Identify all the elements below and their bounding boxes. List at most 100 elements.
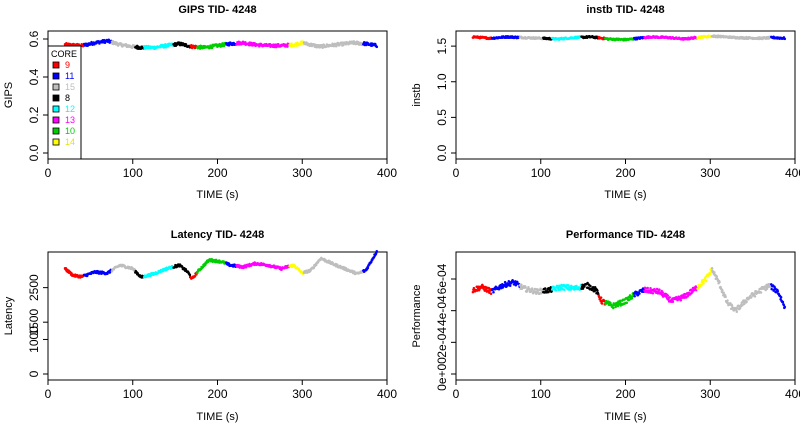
data-point <box>694 285 698 288</box>
data-point <box>749 296 753 299</box>
chart-title: instb TID- 4248 <box>586 4 664 16</box>
data-point <box>353 270 356 273</box>
x-tick-label: 200 <box>207 166 227 180</box>
chart-title: GIPS TID- 4248 <box>178 4 256 16</box>
chart-title: Latency TID- 4248 <box>171 229 265 241</box>
data-point <box>600 302 604 305</box>
legend-entry: 10 <box>65 126 75 136</box>
data-point <box>193 275 197 278</box>
data-point <box>738 307 742 310</box>
data-point <box>722 291 725 295</box>
y-tick-label: 0.4 <box>27 68 41 85</box>
data-point <box>783 305 787 309</box>
data-point <box>649 286 652 290</box>
data-point <box>753 295 757 298</box>
chart-panel-2: instb TID- 4248 0 100 200 300 400 TIME (s) 0.0 0… <box>411 4 800 201</box>
data-point <box>488 291 491 294</box>
x-tick-label: 100 <box>123 387 143 401</box>
y-tick-label: 6e-04 <box>435 263 449 294</box>
x-tick-label: 400 <box>377 387 397 401</box>
data-point <box>658 288 661 291</box>
data-point <box>530 287 534 290</box>
legend-swatch <box>52 61 60 69</box>
data-point <box>618 299 622 302</box>
data-point <box>656 292 660 295</box>
y-tick-label: 4e-04 <box>435 295 449 326</box>
data-point <box>702 281 705 285</box>
data-point <box>188 273 192 277</box>
data-point <box>321 46 324 49</box>
data-point <box>625 301 629 304</box>
data-point <box>583 285 586 288</box>
data-point <box>599 296 603 299</box>
y-tick-label: 0.2 <box>27 106 41 123</box>
legend-swatch <box>52 72 60 80</box>
data-points <box>63 249 379 280</box>
x-tick-label: 400 <box>377 166 397 180</box>
data-point <box>745 300 748 303</box>
data-point <box>666 294 670 297</box>
data-point <box>527 285 530 289</box>
legend-entry: 14 <box>65 137 75 147</box>
data-point <box>710 266 714 270</box>
y-tick-label: 0.0 <box>27 144 41 161</box>
x-tick-label: 400 <box>785 166 800 180</box>
data-point <box>724 295 727 299</box>
plot-frame <box>47 30 388 160</box>
legend-entry: 12 <box>65 104 75 114</box>
data-point <box>536 288 540 292</box>
data-point <box>198 47 202 50</box>
y-tick-label: 2e-04 <box>435 327 449 358</box>
data-point <box>649 291 653 295</box>
data-point <box>779 296 783 299</box>
legend-entry: 8 <box>65 93 70 103</box>
data-point <box>715 275 718 278</box>
data-point <box>741 303 744 307</box>
data-point <box>732 309 736 312</box>
legend-swatch <box>52 138 60 146</box>
chart-panel-3: Latency TID- 4248 0 100 200 300 400 TIME (s) 0 1… <box>3 229 397 423</box>
data-point <box>245 265 248 269</box>
data-point <box>692 288 696 292</box>
plot-frame <box>455 30 796 160</box>
data-point <box>609 301 612 305</box>
x-tick-label: 300 <box>292 166 312 180</box>
data-point <box>550 288 554 291</box>
data-point <box>524 286 527 289</box>
y-tick-label: 0.6 <box>27 30 41 47</box>
x-tick-label: 0 <box>453 166 460 180</box>
data-point <box>369 260 373 264</box>
data-point <box>314 263 318 267</box>
data-point <box>668 296 671 299</box>
legend-swatch <box>52 127 60 135</box>
y-tick-label: 0e+00 <box>435 357 449 391</box>
data-point <box>759 291 763 294</box>
legend-entry: 15 <box>65 82 75 92</box>
x-tick-label: 300 <box>700 387 720 401</box>
x-tick-label: 400 <box>785 387 800 401</box>
data-point <box>253 41 256 45</box>
y-tick-label: 1.5 <box>435 37 449 54</box>
data-point <box>563 288 566 291</box>
data-point <box>549 285 553 289</box>
x-tick-label: 100 <box>531 387 551 401</box>
chart-title: Performance TID- 4248 <box>566 229 685 241</box>
x-axis-label: TIME (s) <box>196 411 238 423</box>
data-point <box>646 286 649 290</box>
data-point <box>533 287 537 291</box>
x-tick-label: 200 <box>207 387 227 401</box>
data-point <box>497 288 501 291</box>
x-tick-label: 0 <box>453 387 460 401</box>
legend-entry: 9 <box>65 60 70 70</box>
data-point <box>718 280 721 284</box>
data-point <box>783 37 787 41</box>
y-tick-label: 0.5 <box>435 109 449 126</box>
data-point <box>753 292 756 295</box>
data-point <box>471 290 475 294</box>
data-point <box>561 288 564 291</box>
data-point <box>770 287 773 291</box>
y-axis-label: Performance <box>411 285 423 348</box>
data-point <box>599 299 602 303</box>
data-point <box>765 287 769 291</box>
legend-entry: 13 <box>65 115 75 125</box>
